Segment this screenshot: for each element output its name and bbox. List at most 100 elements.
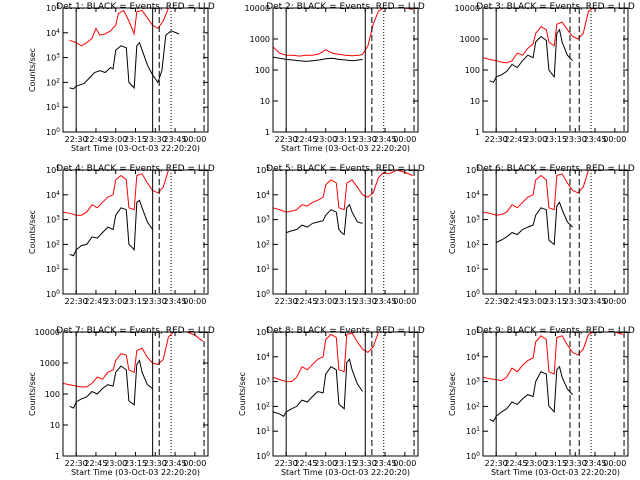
x-tick-label: 23:00 [314,135,337,144]
x-tick-label: 00:00 [603,459,626,468]
y-tick-label: 101 [46,264,60,274]
y-tick-label: 100 [46,289,60,299]
x-tick-label: 23:30 [564,459,587,468]
x-tick-label: 22:45 [294,297,317,306]
x-tick-label: 22:30 [65,459,88,468]
x-tick-label: 23:00 [524,459,547,468]
x-tick-label: 23:30 [144,135,167,144]
x-tick-label: 23:15 [334,459,357,468]
x-tick-label: 22:30 [65,297,88,306]
x-tick-label: 22:30 [65,135,88,144]
series-lld-line [483,8,623,64]
y-tick-label: 100 [466,289,480,299]
x-tick-label: 00:00 [393,297,416,306]
y-tick-label: 100 [46,127,60,137]
y-tick-label: 102 [256,239,270,249]
y-tick-label: 103 [46,53,60,63]
x-tick-label: 22:30 [275,135,298,144]
x-tick-label: 22:45 [84,297,107,306]
plot-frame [482,7,629,133]
x-tick-label: 23:15 [544,297,567,306]
x-tick-label: 23:45 [374,135,397,144]
y-tick-label: 103 [256,215,270,225]
panel-title: Det 6: BLACK = Events, RED = LLD [476,164,635,174]
y-tick-label: 104 [46,28,60,38]
x-tick-label: 23:00 [314,459,337,468]
y-tick-label: 10000 [35,328,60,337]
x-tick-label: 22:45 [504,297,527,306]
y-tick-label: 10 [470,97,480,106]
y-tick-label: 104 [466,190,480,200]
y-tick-label: 1 [55,452,60,461]
series-lld-line [273,332,413,383]
y-tick-label: 102 [466,401,480,411]
x-tick-label: 22:30 [275,459,298,468]
x-tick-label: 22:45 [84,459,107,468]
x-tick-label: 22:30 [485,459,508,468]
y-axis-label: Counts/sec [448,372,457,416]
y-tick-label: 100 [256,289,270,299]
panel-title: Det 2: BLACK = Events, RED = LLD [266,2,425,12]
x-axis-label: Start Time (03-Oct-03 22:20:20) [71,144,200,153]
x-tick-label: 22:30 [485,297,508,306]
panel-title: Det 3: BLACK = Events, RED = LLD [476,2,635,12]
y-tick-label: 104 [256,190,270,200]
x-tick-label: 22:45 [84,135,107,144]
x-axis-label: Start Time (03-Oct-03 22:20:20) [281,144,410,153]
panel-title: Det 8: BLACK = Events, RED = LLD [266,326,425,336]
x-tick-label: 23:30 [354,135,377,144]
y-tick-label: 100 [466,451,480,461]
y-tick-label: 102 [256,401,270,411]
x-tick-label: 23:45 [584,297,607,306]
series-events-line [273,358,364,417]
y-tick-label: 103 [46,215,60,225]
x-tick-label: 23:30 [144,297,167,306]
x-tick-label: 23:30 [354,459,377,468]
x-tick-label: 23:30 [144,459,167,468]
panel-title: Det 4: BLACK = Events, RED = LLD [56,164,215,174]
series-lld-line [273,8,413,57]
y-tick-label: 1 [265,128,270,137]
series-lld-line [69,8,203,47]
x-tick-label: 23:00 [524,135,547,144]
series-events-line [489,365,573,422]
y-axis-label: Counts/sec [28,48,37,92]
panel-title: Det 1: BLACK = Events, RED = LLD [56,2,215,12]
panel-title: Det 9: BLACK = Events, RED = LLD [476,326,635,336]
y-tick-label: 1000 [460,35,480,44]
x-tick-label: 23:00 [104,135,127,144]
x-tick-label: 00:00 [183,135,206,144]
y-tick-label: 104 [46,190,60,200]
x-tick-label: 22:45 [294,459,317,468]
y-tick-label: 100 [255,66,270,75]
x-tick-label: 00:00 [393,135,416,144]
y-tick-label: 102 [46,77,60,87]
y-tick-label: 104 [256,352,270,362]
x-tick-label: 23:15 [124,135,147,144]
y-axis-label: Counts/sec [448,210,457,254]
series-lld-line [63,170,203,216]
x-tick-label: 23:15 [544,459,567,468]
x-tick-label: 23:45 [374,459,397,468]
y-axis-label: Counts/sec [28,372,37,416]
y-tick-label: 103 [466,377,480,387]
series-events-line [489,28,573,83]
series-events-line [286,203,363,236]
plot-frame [62,331,209,457]
plot-frame [272,169,419,295]
x-tick-label: 23:00 [314,297,337,306]
x-tick-label: 23:15 [334,135,357,144]
y-axis-label: Counts/sec [238,372,247,416]
y-tick-label: 104 [466,352,480,362]
series-events-line [69,359,153,409]
x-axis-label: Start Time (03-Oct-03 22:20:20) [71,468,200,477]
y-tick-label: 100 [256,451,270,461]
y-tick-label: 1000 [40,359,60,368]
